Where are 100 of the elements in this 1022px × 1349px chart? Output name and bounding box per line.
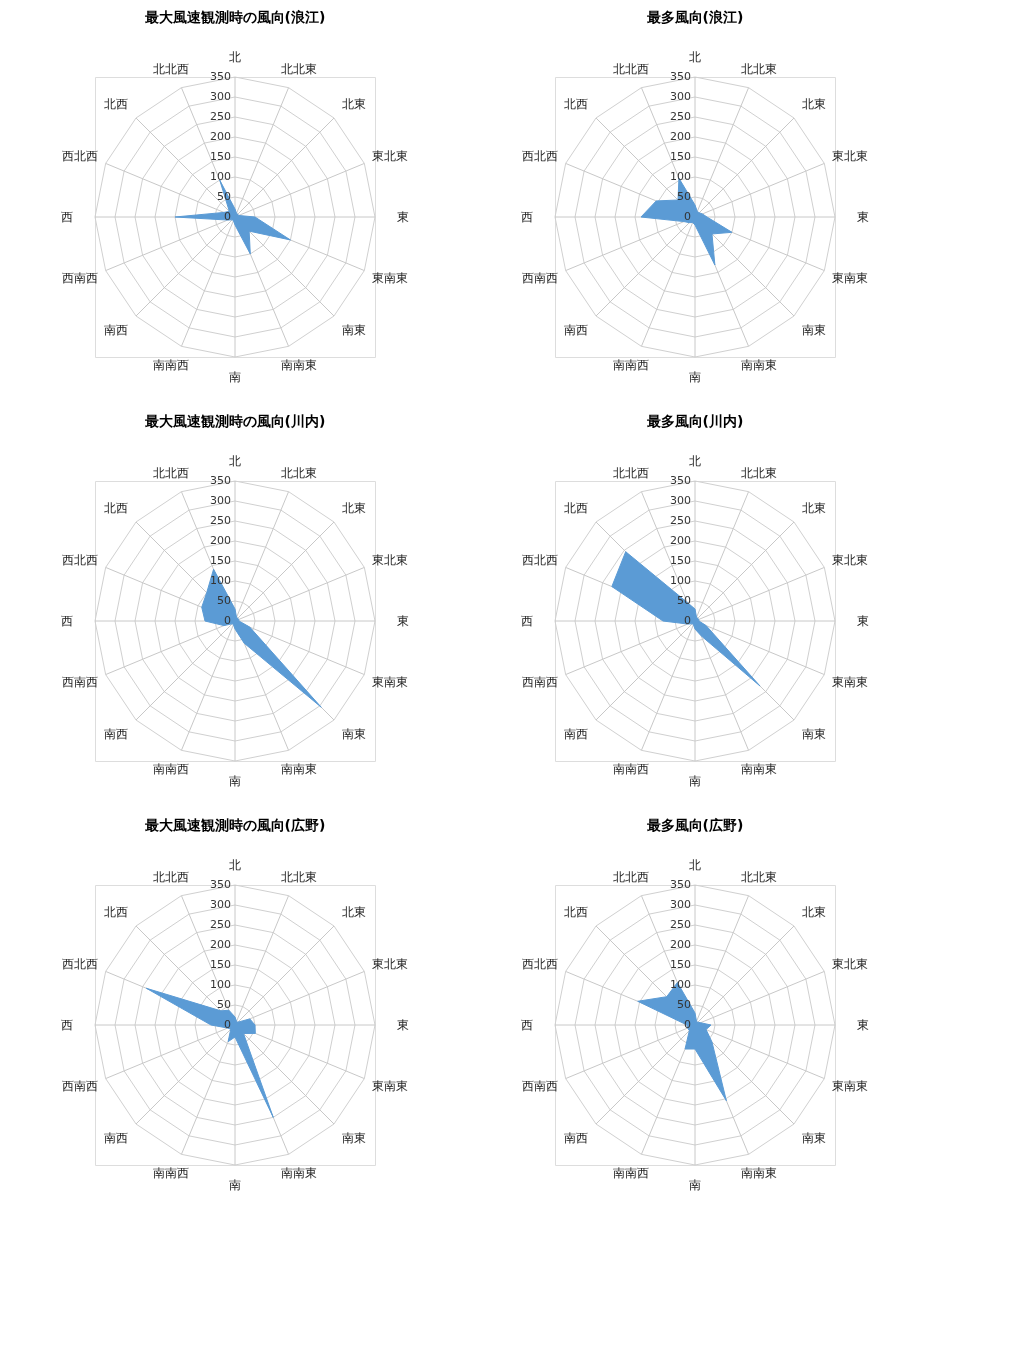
spoke-label: 西 <box>61 1018 73 1032</box>
spoke-label: 北東 <box>801 904 826 919</box>
spoke-label: 南 <box>229 774 241 788</box>
spoke-label: 北北西 <box>152 62 189 77</box>
spoke-label: 北東 <box>341 500 366 515</box>
spoke-label: 東南東 <box>372 271 409 286</box>
y-tick-label: 100 <box>210 978 231 991</box>
spoke-label: 東 <box>397 1018 409 1032</box>
spoke-label: 西北西 <box>61 956 98 971</box>
spoke-label: 北 <box>229 454 241 468</box>
spoke-label: 北北東 <box>741 870 778 885</box>
spoke-label: 南西 <box>564 727 589 742</box>
y-tick-label: 150 <box>210 958 231 971</box>
spoke-label: 東南東 <box>372 1079 409 1094</box>
spoke-label: 北東 <box>341 904 366 919</box>
spoke-label: 南南西 <box>152 1165 189 1180</box>
spoke-label: 東 <box>397 614 409 628</box>
y-tick-label: 300 <box>210 90 231 103</box>
spoke-label: 南南東 <box>281 357 318 372</box>
spoke-label: 東北東 <box>372 148 409 163</box>
spoke-label: 西 <box>61 614 73 628</box>
spoke-label: 北西 <box>104 904 129 919</box>
y-tick-label: 350 <box>670 70 691 83</box>
spoke-label: 南 <box>229 370 241 384</box>
y-tick-label: 250 <box>670 514 691 527</box>
spoke-label: 東 <box>857 1018 869 1032</box>
chart-title: 最大風速観測時の風向(浪江) <box>143 9 326 25</box>
spoke-label: 北 <box>229 858 241 872</box>
spoke-label: 北西 <box>104 500 129 515</box>
spoke-label: 南南東 <box>281 761 318 776</box>
spoke-label: 西南西 <box>61 271 98 286</box>
y-tick-label: 200 <box>670 938 691 951</box>
spoke-label: 東 <box>857 614 869 628</box>
chart-title: 最大風速観測時の風向(川内) <box>143 413 326 429</box>
spoke-label: 西 <box>521 614 533 628</box>
spoke-label: 北東 <box>341 96 366 111</box>
spoke-label: 東南東 <box>832 675 869 690</box>
spoke-label: 北 <box>689 50 701 64</box>
y-tick-label: 300 <box>670 90 691 103</box>
spoke-label: 南南西 <box>152 761 189 776</box>
spoke-label: 南東 <box>801 1131 826 1146</box>
spoke-label: 南東 <box>341 1131 366 1146</box>
y-tick-label: 300 <box>670 494 691 507</box>
spoke-label: 北北西 <box>612 870 649 885</box>
spoke-label: 北西 <box>564 500 589 515</box>
spoke-label: 南 <box>689 774 701 788</box>
spoke-label: 西南西 <box>61 675 98 690</box>
spoke-label: 北 <box>689 858 701 872</box>
y-tick-label: 150 <box>670 958 691 971</box>
y-tick-label: 250 <box>670 110 691 123</box>
y-tick-label: 200 <box>670 130 691 143</box>
y-tick-label: 0 <box>224 614 231 627</box>
spoke-label: 南西 <box>104 1131 129 1146</box>
spoke-label: 西北西 <box>61 552 98 567</box>
y-tick-label: 200 <box>210 938 231 951</box>
spoke-label: 西 <box>521 210 533 224</box>
y-tick-label: 350 <box>210 878 231 891</box>
spoke-label: 東北東 <box>372 552 409 567</box>
y-tick-label: 300 <box>210 898 231 911</box>
spoke-label: 北東 <box>801 500 826 515</box>
y-tick-label: 150 <box>670 150 691 163</box>
y-tick-label: 50 <box>217 594 231 607</box>
y-tick-label: 100 <box>210 170 231 183</box>
spoke-label: 南西 <box>564 323 589 338</box>
y-tick-label: 0 <box>224 1018 231 1031</box>
spoke-label: 東 <box>857 210 869 224</box>
spoke-label: 北北西 <box>152 870 189 885</box>
y-tick-label: 200 <box>210 534 231 547</box>
chart-title: 最多風向(広野) <box>645 817 744 833</box>
y-tick-label: 200 <box>210 130 231 143</box>
spoke-label: 南西 <box>564 1131 589 1146</box>
y-tick-label: 150 <box>210 150 231 163</box>
y-tick-label: 50 <box>217 998 231 1011</box>
spoke-label: 南南西 <box>152 357 189 372</box>
spoke-label: 北北東 <box>281 466 318 481</box>
spoke-label: 南西 <box>104 323 129 338</box>
spoke-label: 西南西 <box>521 1079 558 1094</box>
chart-title: 最多風向(川内) <box>645 413 744 429</box>
y-tick-label: 50 <box>677 190 691 203</box>
spoke-label: 南南西 <box>612 1165 649 1180</box>
spoke-label: 南南西 <box>612 761 649 776</box>
y-tick-label: 0 <box>684 614 691 627</box>
spoke-label: 西 <box>61 210 73 224</box>
spoke-label: 南 <box>229 1178 241 1192</box>
spoke-label: 西 <box>521 1018 533 1032</box>
spoke-label: 北北東 <box>741 466 778 481</box>
spoke-label: 北 <box>689 454 701 468</box>
spoke-label: 東南東 <box>372 675 409 690</box>
y-tick-label: 0 <box>224 210 231 223</box>
y-tick-label: 250 <box>210 110 231 123</box>
spoke-label: 南 <box>689 370 701 384</box>
spoke-label: 南西 <box>104 727 129 742</box>
chart-title: 最大風速観測時の風向(広野) <box>143 817 326 833</box>
y-tick-label: 350 <box>210 70 231 83</box>
y-tick-label: 300 <box>670 898 691 911</box>
y-tick-label: 100 <box>670 574 691 587</box>
spoke-label: 北北東 <box>281 62 318 77</box>
spoke-label: 南東 <box>341 727 366 742</box>
spoke-label: 東北東 <box>372 956 409 971</box>
spoke-label: 北西 <box>104 96 129 111</box>
